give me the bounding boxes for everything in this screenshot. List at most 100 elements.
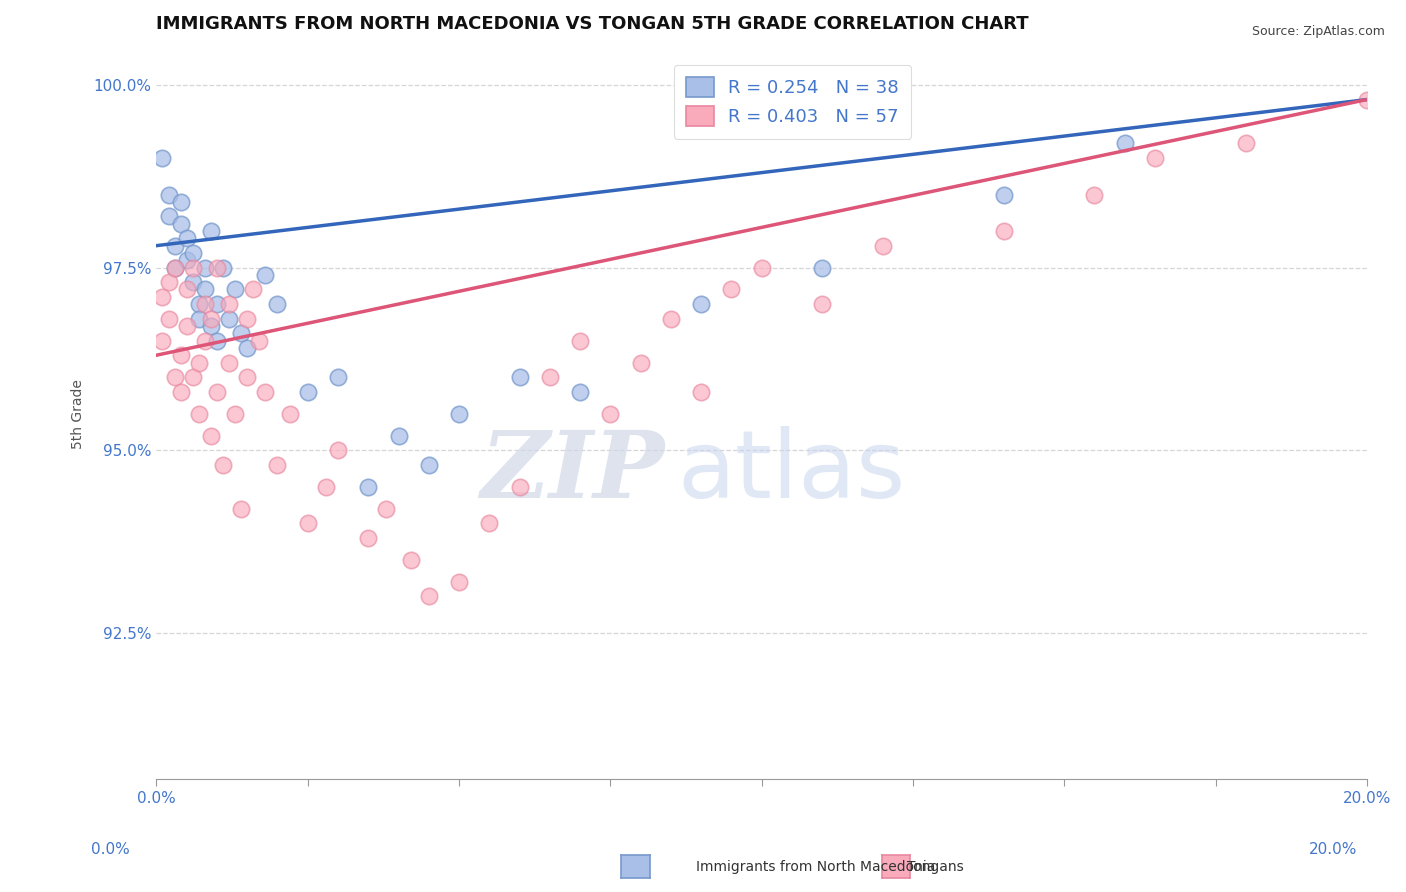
Point bbox=[181, 260, 204, 275]
Point bbox=[993, 187, 1015, 202]
Point bbox=[247, 334, 270, 348]
Point bbox=[811, 297, 834, 311]
Point bbox=[357, 531, 380, 545]
Point bbox=[152, 290, 174, 304]
Point bbox=[399, 552, 422, 566]
Point bbox=[205, 260, 228, 275]
Point bbox=[169, 348, 191, 362]
Point bbox=[224, 407, 246, 421]
Point bbox=[236, 370, 259, 384]
Point bbox=[157, 311, 180, 326]
Point bbox=[509, 480, 531, 494]
Point bbox=[690, 297, 713, 311]
Text: Source: ZipAtlas.com: Source: ZipAtlas.com bbox=[1251, 25, 1385, 38]
Point bbox=[266, 297, 288, 311]
Point bbox=[218, 311, 240, 326]
Point bbox=[176, 231, 198, 245]
Point bbox=[630, 355, 652, 369]
Point bbox=[218, 297, 240, 311]
Point bbox=[1143, 151, 1166, 165]
Point bbox=[720, 283, 742, 297]
Point bbox=[236, 311, 259, 326]
Point bbox=[509, 370, 531, 384]
Point bbox=[751, 260, 773, 275]
Point bbox=[236, 341, 259, 355]
Point bbox=[200, 318, 222, 333]
Point bbox=[200, 224, 222, 238]
Text: Tongans: Tongans bbox=[907, 860, 963, 874]
Text: 0.0%: 0.0% bbox=[91, 842, 131, 856]
Point bbox=[418, 458, 440, 472]
Point bbox=[1234, 136, 1257, 151]
Point bbox=[187, 355, 209, 369]
Point bbox=[194, 297, 217, 311]
Text: atlas: atlas bbox=[676, 426, 905, 518]
Point bbox=[447, 407, 470, 421]
Point bbox=[357, 480, 380, 494]
Point bbox=[224, 283, 246, 297]
Point bbox=[242, 283, 264, 297]
Point bbox=[157, 187, 180, 202]
Point bbox=[187, 407, 209, 421]
Text: IMMIGRANTS FROM NORTH MACEDONIA VS TONGAN 5TH GRADE CORRELATION CHART: IMMIGRANTS FROM NORTH MACEDONIA VS TONGA… bbox=[156, 15, 1029, 33]
Point bbox=[163, 260, 186, 275]
Point bbox=[231, 326, 253, 341]
Point bbox=[218, 355, 240, 369]
Point bbox=[187, 297, 209, 311]
Point bbox=[297, 516, 319, 531]
Point bbox=[326, 443, 349, 458]
Point bbox=[152, 151, 174, 165]
Point bbox=[163, 238, 186, 252]
Point bbox=[297, 384, 319, 399]
Point bbox=[538, 370, 561, 384]
Point bbox=[181, 370, 204, 384]
Point bbox=[569, 334, 592, 348]
Point bbox=[181, 275, 204, 289]
Point bbox=[569, 384, 592, 399]
Point bbox=[181, 246, 204, 260]
Point bbox=[187, 311, 209, 326]
Point bbox=[266, 458, 288, 472]
Point bbox=[157, 210, 180, 224]
Point bbox=[200, 428, 222, 442]
Point bbox=[157, 275, 180, 289]
Point bbox=[1114, 136, 1136, 151]
Point bbox=[163, 260, 186, 275]
Point bbox=[418, 589, 440, 603]
Point bbox=[447, 574, 470, 589]
Point bbox=[169, 384, 191, 399]
Text: ZIP: ZIP bbox=[481, 427, 665, 517]
Point bbox=[194, 283, 217, 297]
Point bbox=[212, 260, 235, 275]
Point bbox=[231, 501, 253, 516]
Y-axis label: 5th Grade: 5th Grade bbox=[72, 379, 86, 449]
Point bbox=[169, 194, 191, 209]
Point bbox=[205, 297, 228, 311]
Point bbox=[176, 318, 198, 333]
Point bbox=[200, 311, 222, 326]
Text: Immigrants from North Macedonia: Immigrants from North Macedonia bbox=[696, 860, 935, 874]
Point bbox=[194, 260, 217, 275]
Point bbox=[194, 334, 217, 348]
Point bbox=[478, 516, 501, 531]
Point bbox=[659, 311, 682, 326]
Point bbox=[278, 407, 301, 421]
Point bbox=[205, 334, 228, 348]
Point bbox=[176, 283, 198, 297]
Text: 20.0%: 20.0% bbox=[1309, 842, 1357, 856]
Point bbox=[811, 260, 834, 275]
Point bbox=[254, 384, 277, 399]
Point bbox=[315, 480, 337, 494]
Point bbox=[993, 224, 1015, 238]
Point bbox=[872, 238, 894, 252]
Point bbox=[163, 370, 186, 384]
Point bbox=[212, 458, 235, 472]
Point bbox=[152, 334, 174, 348]
Point bbox=[169, 217, 191, 231]
Point bbox=[205, 384, 228, 399]
Point bbox=[375, 501, 398, 516]
Point bbox=[176, 253, 198, 268]
Point bbox=[254, 268, 277, 282]
Point bbox=[599, 407, 621, 421]
Point bbox=[1083, 187, 1105, 202]
